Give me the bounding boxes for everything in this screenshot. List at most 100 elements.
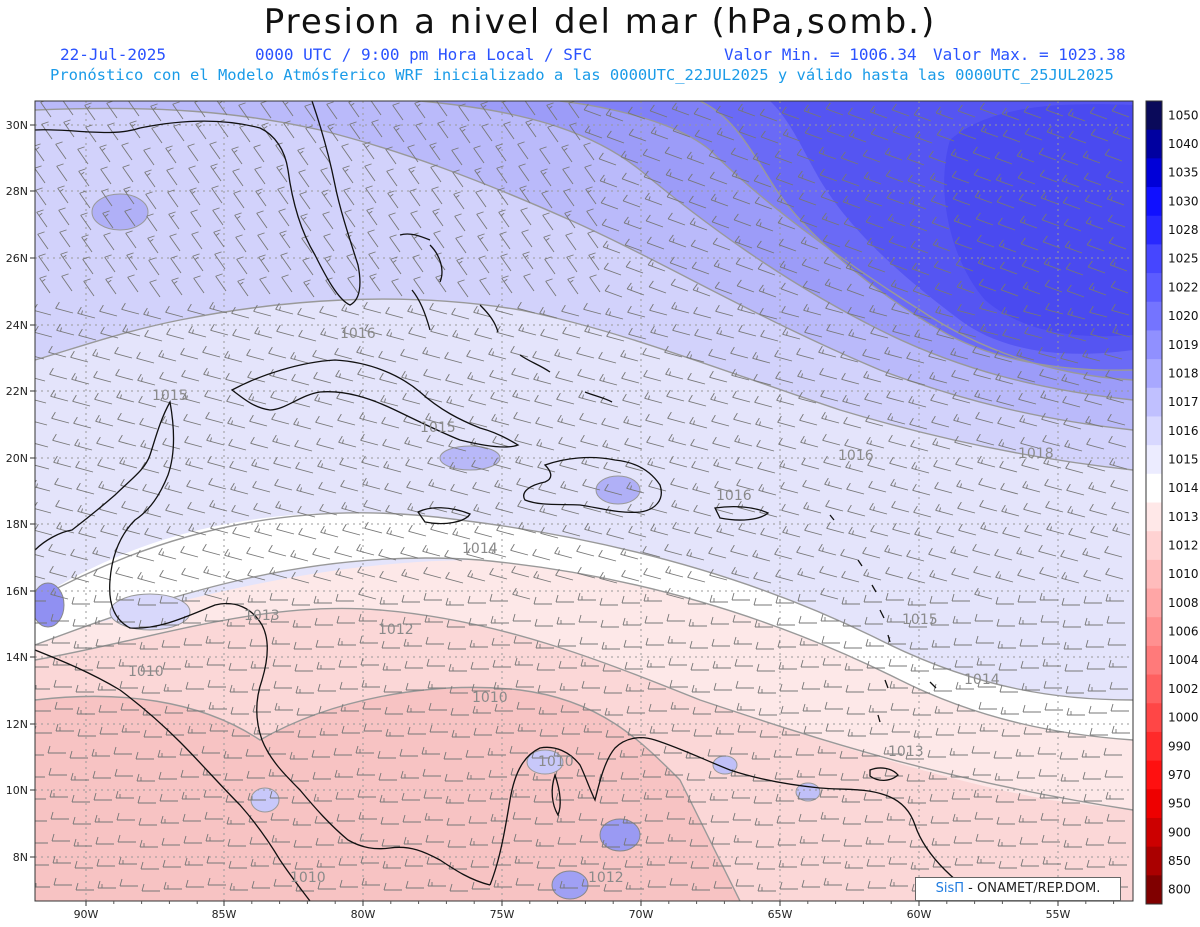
wind-barb <box>495 501 514 514</box>
wind-barb <box>848 129 867 143</box>
wind-barb <box>452 169 464 188</box>
wind-barb <box>471 683 490 692</box>
wind-barb <box>35 187 47 206</box>
wind-barb <box>512 613 531 622</box>
wind-barb <box>931 639 950 648</box>
wind-barb <box>467 595 486 604</box>
wind-barb <box>510 767 529 776</box>
wind-barb <box>567 276 579 295</box>
wind-barb <box>845 684 864 693</box>
wind-barb <box>1066 284 1085 298</box>
wind-barb <box>385 146 397 165</box>
wind-barb <box>801 681 820 690</box>
wind-barb <box>778 238 797 252</box>
wind-barb <box>843 217 862 231</box>
wind-barb <box>289 751 308 760</box>
wind-barb <box>489 567 508 580</box>
wind-barb <box>935 727 954 736</box>
wind-barb <box>801 258 820 272</box>
wind-barb <box>625 260 644 274</box>
wind-barb <box>388 212 400 231</box>
wind-barb <box>953 637 972 646</box>
wind-barb <box>379 794 398 803</box>
wind-barb <box>228 662 247 671</box>
colorbar-label: 1040 <box>1168 137 1199 151</box>
wind-barb <box>259 276 271 295</box>
wind-barb <box>998 438 1017 451</box>
wind-barb <box>493 681 512 690</box>
colorbar-swatch <box>1146 330 1162 360</box>
wind-barb <box>822 855 841 864</box>
wind-barb <box>281 274 293 293</box>
wind-barb <box>320 525 339 538</box>
wind-barb <box>621 172 640 186</box>
wind-barb <box>803 501 822 514</box>
wind-barb <box>584 164 596 183</box>
wind-barb <box>251 880 270 889</box>
wind-barb <box>979 723 998 732</box>
isobar-label: 1015 <box>420 420 456 436</box>
wind-barb <box>135 751 154 760</box>
wind-barb <box>914 130 933 144</box>
wind-barb <box>405 458 424 471</box>
wind-barb <box>313 371 332 384</box>
wind-barb <box>975 833 994 842</box>
wind-barb <box>517 723 536 732</box>
wind-barb <box>468 393 487 406</box>
wind-barb <box>585 186 597 205</box>
wind-barb <box>295 461 314 474</box>
wind-barb <box>667 833 686 842</box>
wind-barb <box>603 883 622 892</box>
wind-barb <box>846 283 865 297</box>
wind-barb <box>93 594 112 603</box>
wind-barb <box>1019 836 1038 845</box>
wind-barb <box>294 861 313 870</box>
wind-barb <box>169 233 181 252</box>
wind-barb <box>448 663 467 672</box>
isobar-label: 1013 <box>244 608 280 624</box>
wind-barb <box>752 152 771 166</box>
wind-barb <box>823 455 842 468</box>
wind-barb <box>841 596 860 605</box>
wind-barb <box>370 101 382 116</box>
wind-barb <box>778 859 797 868</box>
colorbar-label: 850 <box>1168 854 1191 868</box>
wind-barb <box>78 526 97 539</box>
wind-barb <box>773 749 792 758</box>
wind-barb <box>800 659 819 668</box>
wind-barb <box>190 209 202 228</box>
wind-barb <box>360 657 379 666</box>
wind-barb <box>359 635 378 644</box>
wind-barb <box>339 879 358 888</box>
wind-barb <box>291 373 310 386</box>
wind-barb <box>951 593 970 602</box>
wind-barb <box>347 275 359 294</box>
wind-barb <box>686 350 705 363</box>
wind-barb <box>143 505 162 518</box>
lat-label: 16N <box>6 585 28 598</box>
wind-barb <box>1016 149 1035 163</box>
wind-barb <box>694 129 713 143</box>
wind-barb <box>804 523 823 536</box>
wind-barb <box>582 702 601 711</box>
wind-barb <box>936 128 955 142</box>
wind-barb <box>525 119 537 138</box>
wind-barb <box>334 769 353 778</box>
wind-barb <box>756 439 775 452</box>
wind-barb <box>909 218 928 232</box>
wind-barb <box>138 817 157 826</box>
colorbar-label: 1000 <box>1168 711 1199 725</box>
wind-barb <box>99 726 118 735</box>
wind-barb <box>601 641 620 650</box>
wind-barb <box>584 522 603 535</box>
wind-barb <box>888 856 907 865</box>
wind-barb <box>796 347 815 360</box>
wind-barb <box>1107 637 1126 646</box>
wind-barb <box>423 790 442 799</box>
wind-barb <box>864 392 883 405</box>
wind-barb <box>379 570 398 583</box>
wind-barb <box>184 659 203 668</box>
wind-barb <box>518 163 530 182</box>
wind-barb <box>737 103 756 117</box>
colorbar-swatch <box>1146 645 1162 676</box>
